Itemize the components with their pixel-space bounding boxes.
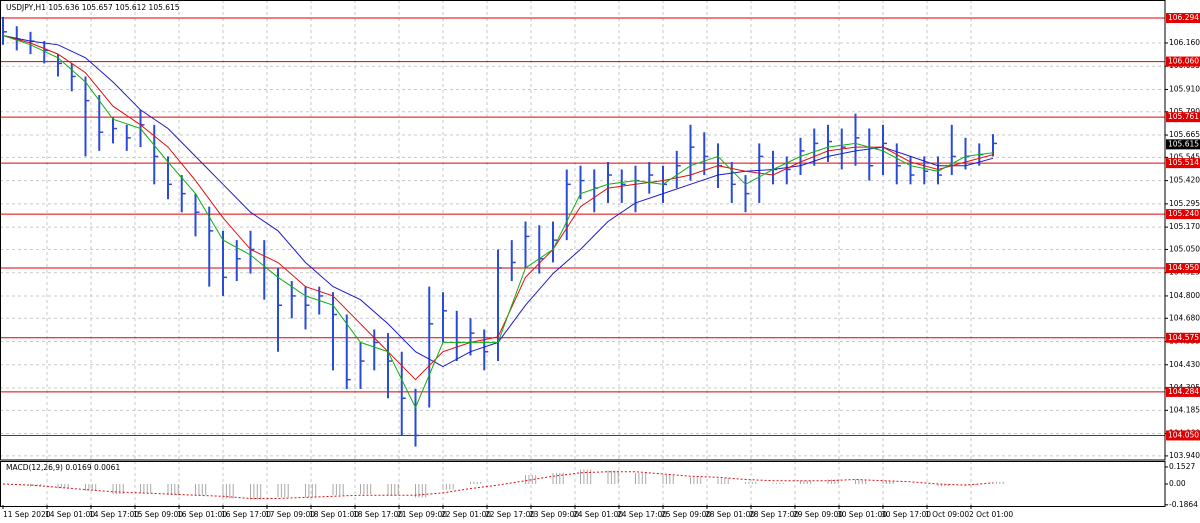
y-tick-label: 105.420 bbox=[1169, 176, 1200, 185]
level-label-box bbox=[1166, 56, 1200, 67]
x-tick-label: 25 Sep 09:00 bbox=[661, 510, 711, 519]
ma-line bbox=[2, 35, 994, 381]
last-price-label: 105.615 bbox=[1168, 139, 1199, 148]
level-label-box bbox=[1166, 332, 1200, 343]
y2-tick-label: 0.1527 bbox=[1169, 462, 1195, 471]
x-tick-label: 28 Sep 01:00 bbox=[705, 510, 755, 519]
y-tick-label: 104.185 bbox=[1169, 405, 1200, 414]
y-tick-label: 104.680 bbox=[1169, 313, 1200, 322]
level-label: 106.294 bbox=[1168, 13, 1199, 22]
x-tick-label: 22 Sep 17:00 bbox=[485, 510, 535, 519]
y2-tick-label: -0.1864 bbox=[1169, 500, 1198, 509]
y-tick-label: 104.430 bbox=[1169, 360, 1200, 369]
level-label: 104.950 bbox=[1168, 263, 1199, 272]
level-label: 105.240 bbox=[1168, 209, 1199, 218]
x-tick-label: 29 Sep 09:00 bbox=[793, 510, 843, 519]
level-label-box bbox=[1166, 209, 1200, 220]
y2-tick-label: 0.00 bbox=[1169, 479, 1186, 488]
main-frame bbox=[0, 0, 1166, 461]
x-tick-label: 30 Sep 17:00 bbox=[881, 510, 931, 519]
level-label: 105.761 bbox=[1168, 112, 1199, 121]
x-tick-label: 21 Sep 09:00 bbox=[397, 510, 447, 519]
x-tick-label: 30 Sep 01:00 bbox=[837, 510, 887, 519]
level-label-box bbox=[1166, 386, 1200, 397]
level-label-box bbox=[1166, 112, 1200, 123]
y-tick-label: 105.545 bbox=[1169, 152, 1200, 161]
last-price-box bbox=[1166, 139, 1200, 150]
x-tick-label: 18 Sep 17:00 bbox=[353, 510, 403, 519]
chart-title: USDJPY,H1 105.636 105.657 105.612 105.61… bbox=[6, 3, 180, 12]
y-tick-label: 105.170 bbox=[1169, 222, 1200, 231]
y-tick-label: 104.800 bbox=[1169, 291, 1200, 300]
x-tick-label: 22 Sep 01:00 bbox=[441, 510, 491, 519]
x-tick-label: 14 Sep 17:00 bbox=[89, 510, 139, 519]
x-tick-label: 16 Sep 01:00 bbox=[177, 510, 227, 519]
y-tick-label: 105.910 bbox=[1169, 84, 1200, 93]
level-label: 105.514 bbox=[1168, 158, 1199, 167]
x-tick-label: 24 Sep 01:00 bbox=[573, 510, 623, 519]
x-tick-label: 18 Sep 01:00 bbox=[309, 510, 359, 519]
x-tick-label: 14 Sep 01:00 bbox=[45, 510, 95, 519]
x-tick-label: 24 Sep 17:00 bbox=[617, 510, 667, 519]
y-tick-label: 105.665 bbox=[1169, 130, 1200, 139]
x-tick-label: 11 Sep 2020 bbox=[3, 510, 51, 519]
ma-line bbox=[2, 35, 994, 409]
level-label: 104.050 bbox=[1168, 430, 1199, 439]
x-tick-label: 23 Sep 09:00 bbox=[529, 510, 579, 519]
x-tick-label: 2 Oct 01:00 bbox=[969, 510, 1013, 519]
level-label: 106.060 bbox=[1168, 57, 1199, 66]
y-tick-label: 105.790 bbox=[1169, 107, 1200, 116]
level-label-box bbox=[1166, 158, 1200, 169]
x-tick-label: 1 Oct 09:00 bbox=[925, 510, 969, 519]
x-tick-label: 15 Sep 09:00 bbox=[133, 510, 183, 519]
macd-title: MACD(12,26,9) 0.0169 0.0061 bbox=[6, 463, 120, 472]
level-label-box bbox=[1166, 13, 1200, 24]
y-tick-label: 105.050 bbox=[1169, 244, 1200, 253]
y-tick-label: 105.295 bbox=[1169, 199, 1200, 208]
y-tick-label: 103.940 bbox=[1169, 451, 1200, 460]
y-tick-label: 106.160 bbox=[1169, 38, 1200, 47]
x-tick-label: 17 Sep 09:00 bbox=[265, 510, 315, 519]
macd-signal bbox=[2, 471, 994, 499]
level-label: 104.575 bbox=[1168, 333, 1199, 342]
x-tick-label: 16 Sep 17:00 bbox=[221, 510, 271, 519]
macd-frame bbox=[0, 461, 1166, 507]
level-label-box bbox=[1166, 263, 1200, 274]
x-tick-label: 28 Sep 17:00 bbox=[749, 510, 799, 519]
level-label-box bbox=[1166, 430, 1200, 441]
level-label: 104.284 bbox=[1168, 387, 1199, 396]
